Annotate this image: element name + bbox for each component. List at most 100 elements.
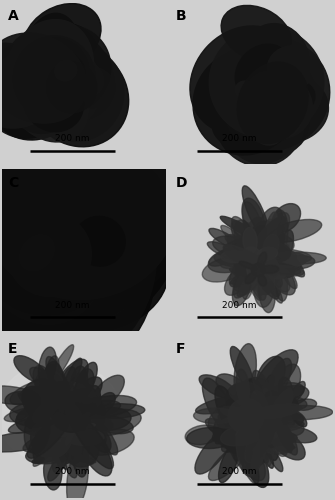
Ellipse shape bbox=[260, 44, 323, 92]
Ellipse shape bbox=[275, 250, 296, 266]
Ellipse shape bbox=[44, 410, 63, 428]
Ellipse shape bbox=[0, 169, 117, 348]
Ellipse shape bbox=[218, 444, 239, 482]
Ellipse shape bbox=[0, 206, 108, 304]
Ellipse shape bbox=[249, 254, 266, 258]
Ellipse shape bbox=[247, 226, 273, 252]
Ellipse shape bbox=[65, 432, 77, 448]
Ellipse shape bbox=[0, 223, 67, 274]
Ellipse shape bbox=[30, 238, 109, 312]
Ellipse shape bbox=[249, 426, 266, 472]
Ellipse shape bbox=[52, 421, 62, 431]
Ellipse shape bbox=[45, 420, 58, 450]
Ellipse shape bbox=[24, 408, 50, 454]
Ellipse shape bbox=[225, 250, 242, 264]
Ellipse shape bbox=[275, 260, 301, 274]
Ellipse shape bbox=[264, 236, 281, 262]
Ellipse shape bbox=[61, 46, 93, 90]
Ellipse shape bbox=[252, 414, 261, 434]
Ellipse shape bbox=[51, 410, 58, 426]
Ellipse shape bbox=[202, 257, 247, 282]
Ellipse shape bbox=[66, 369, 94, 416]
Ellipse shape bbox=[273, 261, 288, 301]
Ellipse shape bbox=[215, 42, 305, 127]
Ellipse shape bbox=[254, 403, 264, 411]
Ellipse shape bbox=[38, 66, 63, 92]
Ellipse shape bbox=[243, 424, 256, 436]
Ellipse shape bbox=[5, 262, 93, 340]
Ellipse shape bbox=[249, 260, 301, 274]
Ellipse shape bbox=[199, 375, 236, 398]
Ellipse shape bbox=[4, 28, 97, 124]
Ellipse shape bbox=[280, 256, 315, 270]
Ellipse shape bbox=[212, 406, 256, 442]
Ellipse shape bbox=[196, 394, 252, 414]
Ellipse shape bbox=[214, 253, 247, 267]
Ellipse shape bbox=[265, 253, 276, 264]
Ellipse shape bbox=[226, 78, 280, 112]
Ellipse shape bbox=[278, 378, 293, 402]
Ellipse shape bbox=[242, 238, 268, 263]
Ellipse shape bbox=[249, 244, 260, 256]
Ellipse shape bbox=[270, 364, 300, 410]
Ellipse shape bbox=[18, 78, 47, 109]
Ellipse shape bbox=[63, 73, 76, 89]
Ellipse shape bbox=[277, 396, 307, 409]
Ellipse shape bbox=[84, 210, 135, 252]
Ellipse shape bbox=[51, 244, 100, 284]
Ellipse shape bbox=[32, 49, 86, 97]
Ellipse shape bbox=[267, 248, 274, 254]
Ellipse shape bbox=[51, 423, 60, 442]
Ellipse shape bbox=[51, 396, 65, 424]
Ellipse shape bbox=[264, 272, 282, 303]
Ellipse shape bbox=[39, 78, 69, 98]
Ellipse shape bbox=[59, 422, 70, 442]
Ellipse shape bbox=[35, 44, 92, 108]
Ellipse shape bbox=[46, 69, 73, 98]
Ellipse shape bbox=[256, 238, 273, 258]
Ellipse shape bbox=[269, 234, 294, 252]
Ellipse shape bbox=[14, 40, 92, 111]
Ellipse shape bbox=[238, 424, 261, 446]
Ellipse shape bbox=[21, 386, 61, 416]
Ellipse shape bbox=[39, 408, 56, 425]
Ellipse shape bbox=[262, 212, 289, 248]
Ellipse shape bbox=[56, 56, 72, 74]
Ellipse shape bbox=[0, 182, 87, 284]
Ellipse shape bbox=[6, 66, 77, 130]
Ellipse shape bbox=[243, 273, 258, 287]
Ellipse shape bbox=[44, 47, 59, 66]
Ellipse shape bbox=[0, 156, 116, 280]
Ellipse shape bbox=[241, 404, 261, 431]
Ellipse shape bbox=[215, 386, 242, 436]
Ellipse shape bbox=[0, 162, 171, 312]
Ellipse shape bbox=[256, 399, 271, 425]
Ellipse shape bbox=[251, 440, 269, 463]
Ellipse shape bbox=[61, 404, 77, 408]
Ellipse shape bbox=[22, 230, 70, 278]
Ellipse shape bbox=[15, 45, 65, 98]
Ellipse shape bbox=[51, 392, 92, 432]
Ellipse shape bbox=[254, 227, 271, 246]
Ellipse shape bbox=[242, 198, 265, 237]
Ellipse shape bbox=[34, 408, 47, 412]
Ellipse shape bbox=[25, 234, 77, 280]
Ellipse shape bbox=[243, 253, 256, 280]
Ellipse shape bbox=[38, 426, 49, 446]
Ellipse shape bbox=[60, 428, 71, 437]
Ellipse shape bbox=[72, 377, 102, 408]
Ellipse shape bbox=[49, 387, 67, 397]
Ellipse shape bbox=[39, 390, 65, 405]
Ellipse shape bbox=[250, 404, 302, 419]
Ellipse shape bbox=[256, 418, 272, 424]
Ellipse shape bbox=[237, 284, 251, 296]
Ellipse shape bbox=[252, 96, 280, 120]
Text: 200 nm: 200 nm bbox=[222, 468, 257, 476]
Ellipse shape bbox=[39, 214, 89, 260]
Ellipse shape bbox=[251, 267, 260, 274]
Ellipse shape bbox=[55, 402, 86, 423]
Ellipse shape bbox=[38, 391, 72, 424]
Ellipse shape bbox=[73, 396, 137, 418]
Ellipse shape bbox=[0, 40, 77, 116]
Ellipse shape bbox=[94, 392, 115, 415]
